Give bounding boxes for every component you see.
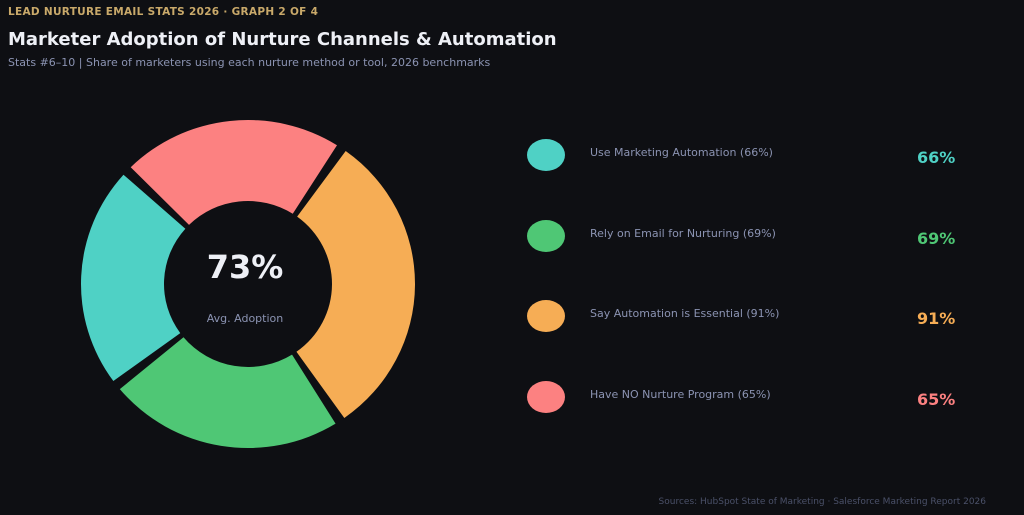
donut-chart (80, 120, 415, 448)
legend-value: 65% (917, 390, 956, 409)
chart-title: Marketer Adoption of Nurture Channels & … (8, 29, 557, 50)
legend-label: Use Marketing Automation (66%) (590, 146, 773, 159)
legend-value: 66% (917, 148, 956, 167)
chart-subtitle: Stats #6–10 | Share of marketers using e… (8, 56, 491, 69)
legend-label: Rely on Email for Nurturing (69%) (590, 227, 776, 240)
legend-value: 69% (917, 229, 956, 248)
chart-eyebrow: LEAD NURTURE EMAIL STATS 2026 · GRAPH 2 … (8, 6, 319, 18)
donut-slice (296, 150, 415, 418)
legend-label: Have NO Nurture Program (65%) (590, 388, 771, 401)
legend-item: Have NO Nurture Program (65%) 65% (526, 381, 976, 415)
legend-value: 91% (917, 309, 956, 328)
legend-item: Use Marketing Automation (66%) 66% (526, 139, 976, 173)
donut-slice (119, 337, 336, 448)
legend-swatch (527, 220, 565, 252)
legend-label: Say Automation is Essential (91%) (590, 307, 780, 320)
center-label: Avg. Adoption (206, 312, 284, 325)
legend-item: Say Automation is Essential (91%) 91% (526, 300, 976, 334)
donut-slice (130, 120, 337, 225)
donut-slice (80, 174, 186, 382)
legend-swatch (527, 139, 565, 171)
legend-swatch (527, 300, 565, 332)
legend-swatch (527, 381, 565, 413)
center-value: 73% (206, 248, 284, 286)
chart-source: Sources: HubSpot State of Marketing · Sa… (658, 497, 986, 507)
legend-item: Rely on Email for Nurturing (69%) 69% (526, 220, 976, 254)
